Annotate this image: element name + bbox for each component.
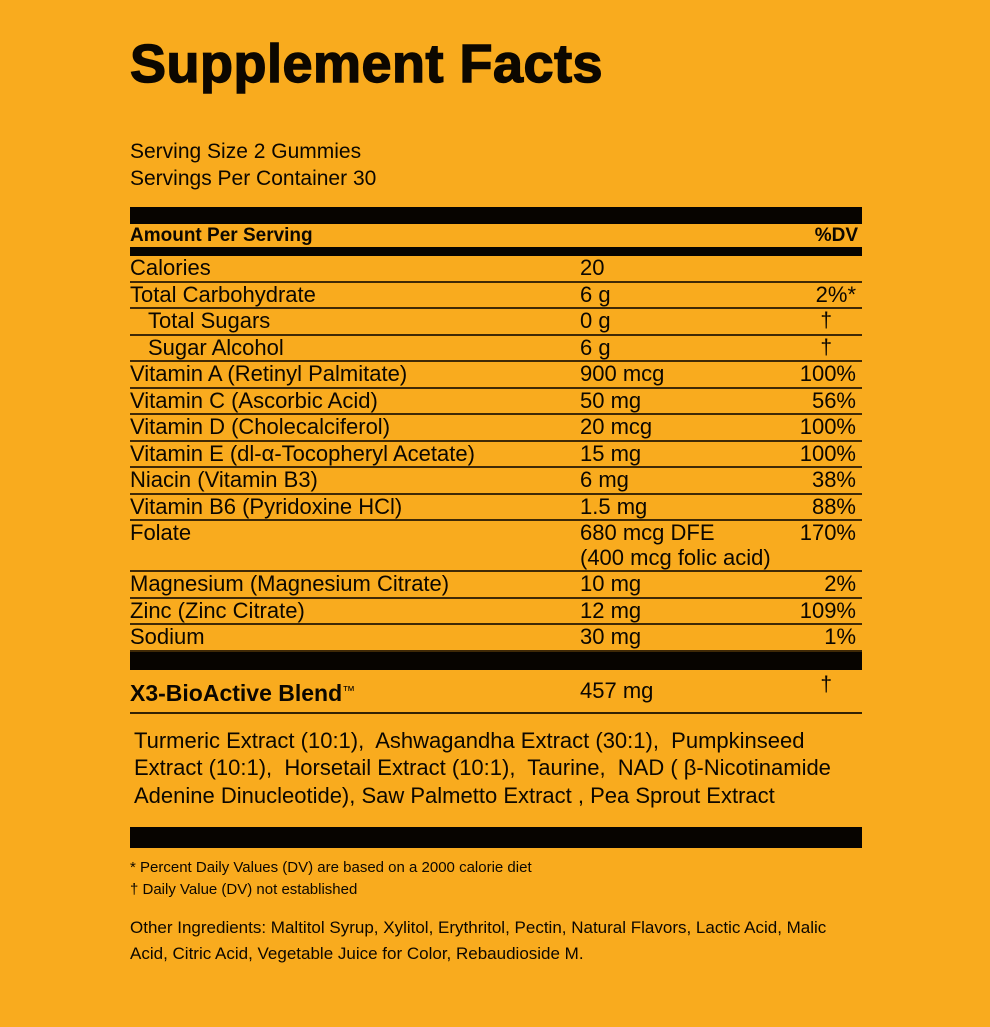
other-ingredients-text: Other Ingredients: Maltitol Syrup, Xylit… [130, 918, 827, 963]
label-title: Supplement Facts [129, 34, 604, 94]
nutrient-row: Vitamin A (Retinyl Palmitate) 900 mcg 10… [130, 361, 862, 389]
blend-ingredients-wrap: Turmeric Extract (10:1), Ashwagandha Ext… [130, 714, 862, 822]
nutrient-row: Vitamin E (dl-α-Tocopheryl Acetate) 15 m… [130, 440, 862, 468]
nutrient-dv: 100% [799, 361, 856, 386]
nutrient-amount: 680 mcg DFE (400 mcg folic acid) [580, 520, 800, 570]
nutrient-amount: 0 g [580, 308, 611, 333]
blend-amount: 457 mg [580, 677, 654, 703]
blend-ingredients-text: Turmeric Extract (10:1), Ashwagandha Ext… [134, 727, 836, 808]
nutrient-dv: 38% [811, 467, 856, 492]
percent-dv-footnote: * Percent Daily Values (DV) are based on… [130, 859, 532, 876]
nutrient-row: Vitamin D (Cholecalciferol) 20 mcg 100% [130, 414, 862, 442]
percent-dv-header: %DV [814, 224, 858, 246]
blend-top-bar [130, 651, 862, 670]
nutrient-name: Zinc (Zinc Citrate) [130, 597, 305, 623]
nutrient-name: Vitamin D (Cholecalciferol) [130, 414, 391, 439]
header-divider-bar [130, 247, 862, 256]
nutrient-name: Niacin (Vitamin B3) [130, 467, 318, 492]
nutrient-dv: 109% [799, 597, 856, 623]
nutrient-dv: 2%* [815, 281, 856, 307]
nutrient-amount: 12 mg [580, 597, 642, 623]
nutrient-dv: † [820, 335, 832, 359]
nutrient-name: Sodium [130, 624, 205, 649]
nutrient-dv: 100% [799, 440, 856, 466]
table-bottom-bar [130, 827, 862, 848]
nutrient-name: Folate [130, 520, 192, 545]
nutrient-amount: 30 mg [580, 624, 642, 649]
supplement-facts-label: Supplement Facts Serving Size 2 Gummies … [0, 34, 990, 1027]
facts-table: Amount Per Serving %DV Calories 20 Total… [130, 207, 862, 848]
nutrient-rows: Calories 20 Total Carbohydrate 6 g 2%* T… [130, 255, 862, 652]
nutrient-row: Vitamin B6 (Pyridoxine HCl) 1.5 mg 88% [130, 493, 862, 521]
nutrient-row: Calories 20 [130, 255, 862, 283]
nutrient-row: Total Carbohydrate 6 g 2%* [130, 281, 862, 309]
nutrient-dv: 56% [811, 387, 856, 413]
nutrient-row: Sugar Alcohol 6 g † [130, 334, 862, 362]
table-top-bar [130, 207, 862, 224]
nutrient-amount: 10 mg [580, 571, 642, 596]
nutrient-amount: 15 mg [580, 440, 642, 466]
nutrient-dv: 2% [824, 571, 856, 596]
serving-size-text: Serving Size 2 Gummies [130, 140, 362, 163]
nutrient-amount: 6 mg [580, 467, 629, 492]
servings-per-container-text: Servings Per Container 30 [130, 167, 377, 190]
serving-info: Serving Size 2 Gummies Servings Per Cont… [130, 138, 862, 192]
dagger-footnote: † Daily Value (DV) not established [130, 880, 358, 898]
nutrient-amount: 20 [580, 255, 605, 280]
nutrient-name: Vitamin E (dl-α-Tocopheryl Acetate) [130, 440, 475, 466]
nutrient-dv: 1% [824, 624, 856, 649]
nutrient-row: Total Sugars 0 g † [130, 308, 862, 336]
nutrient-dv: 88% [811, 493, 856, 519]
nutrient-name: Vitamin B6 (Pyridoxine HCl) [130, 493, 403, 519]
footnotes: * Percent Daily Values (DV) are based on… [130, 857, 862, 900]
nutrient-name: Vitamin A (Retinyl Palmitate) [130, 361, 408, 386]
nutrient-row: Magnesium (Magnesium Citrate) 10 mg 2% [130, 571, 862, 599]
table-header-row: Amount Per Serving %DV [130, 224, 862, 247]
nutrient-amount-line2: (400 mcg folic acid) [580, 544, 771, 570]
nutrient-row: Zinc (Zinc Citrate) 12 mg 109% [130, 597, 862, 625]
blend-row: X3-BioActive Blend™ 457 mg † [130, 670, 862, 714]
nutrient-name: Calories [130, 255, 211, 280]
nutrient-name: Vitamin C (Ascorbic Acid) [130, 387, 378, 413]
nutrient-amount: 6 g [580, 334, 611, 360]
nutrient-amount: 20 mcg [580, 414, 653, 439]
nutrient-dv: † [820, 309, 832, 332]
nutrient-dv: 100% [799, 414, 856, 439]
nutrient-name: Sugar Alcohol [148, 334, 284, 360]
nutrient-row: Folate 680 mcg DFE (400 mcg folic acid) 1… [130, 520, 862, 572]
nutrient-amount: 50 mg [580, 387, 642, 413]
blend-name: X3-BioActive Blend™ [130, 679, 356, 706]
nutrient-name: Total Carbohydrate [130, 281, 316, 307]
blend-dv-dagger: † [820, 672, 832, 696]
nutrient-row: Niacin (Vitamin B3) 6 mg 38% [130, 467, 862, 495]
nutrient-amount: 900 mcg [580, 361, 665, 386]
nutrient-name: Magnesium (Magnesium Citrate) [130, 571, 450, 596]
trademark-symbol: ™ [342, 682, 356, 698]
nutrient-row: Vitamin C (Ascorbic Acid) 50 mg 56% [130, 387, 862, 415]
nutrient-amount: 6 g [580, 281, 611, 307]
nutrient-dv: 170% [799, 520, 856, 545]
nutrient-name: Total Sugars [148, 308, 271, 333]
amount-per-serving-header: Amount Per Serving [130, 224, 313, 246]
nutrient-amount: 1.5 mg [580, 493, 648, 519]
nutrient-row: Sodium 30 mg 1% [130, 624, 862, 652]
